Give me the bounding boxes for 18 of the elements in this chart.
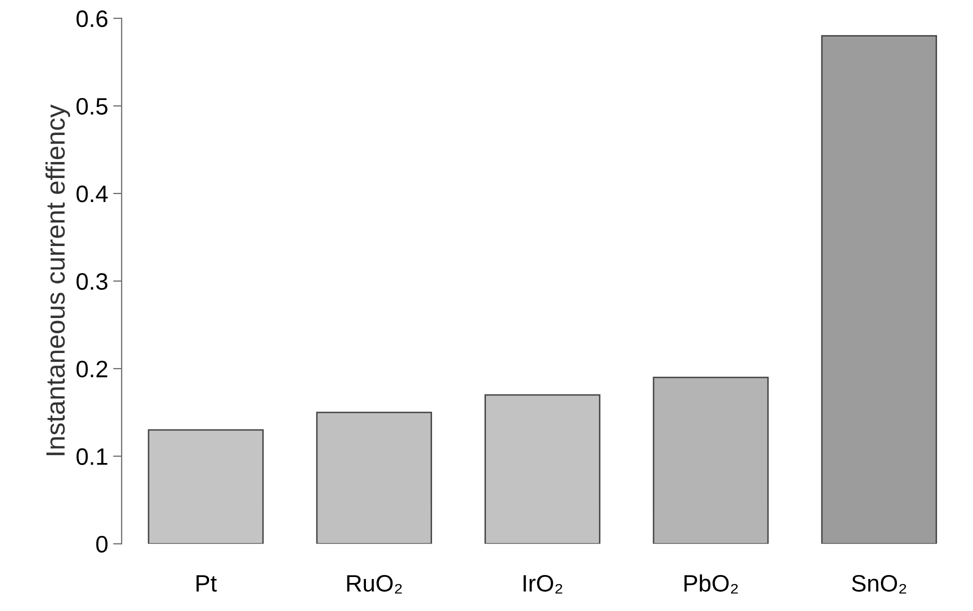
y-axis-title: Instantaneous current effiency bbox=[45, 104, 70, 456]
y-tick-label: 0.1 bbox=[76, 448, 108, 465]
x-tick-label: Pt bbox=[196, 575, 217, 592]
bar bbox=[316, 412, 432, 544]
y-tick-label: 0.2 bbox=[76, 360, 108, 378]
y-tick-label: 0.5 bbox=[76, 98, 108, 115]
x-tick-label: SnO₂ bbox=[852, 574, 906, 594]
bar bbox=[652, 376, 769, 544]
bar bbox=[484, 394, 600, 544]
y-tick-label: 0.6 bbox=[76, 10, 108, 28]
y-tick-label: 0 bbox=[96, 536, 108, 553]
y-tick-label: 0.3 bbox=[76, 273, 108, 290]
x-tick-label: IrO₂ bbox=[524, 574, 562, 594]
bar bbox=[148, 429, 264, 544]
x-tick-label: RuO₂ bbox=[347, 574, 402, 594]
bar bbox=[821, 35, 938, 544]
x-tick-label: PbO₂ bbox=[684, 574, 738, 594]
y-tick-label: 0.4 bbox=[76, 186, 108, 202]
